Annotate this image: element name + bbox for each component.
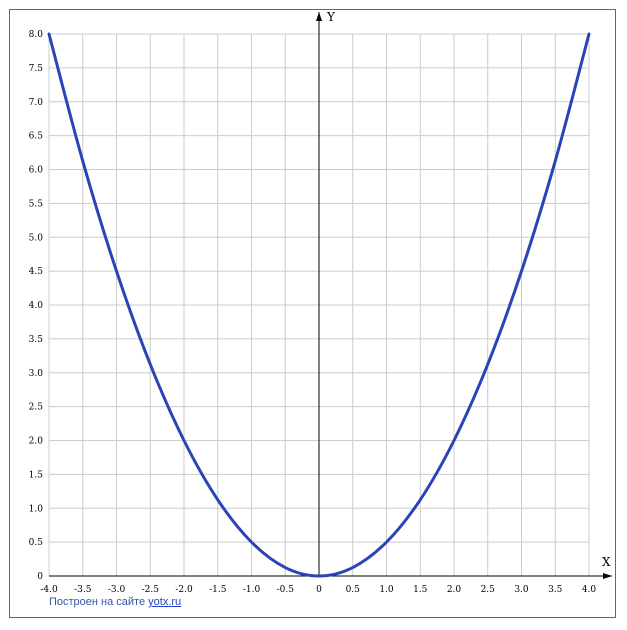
x-tick-label: -1.0	[243, 585, 261, 595]
x-tick-label: 1.0	[379, 585, 394, 595]
x-tick-label: 3.5	[548, 585, 563, 595]
x-tick-label: 2.0	[447, 585, 462, 595]
x-tick-label: 3.0	[514, 585, 529, 595]
y-tick-label: 2.5	[29, 403, 44, 413]
y-tick-label: 0.5	[29, 538, 44, 548]
x-tick-label: -4.0	[40, 585, 58, 595]
y-tick-label: 4.0	[29, 301, 44, 311]
y-axis-label: Y	[326, 10, 336, 24]
x-axis-arrow	[603, 573, 612, 579]
x-tick-label: -0.5	[277, 585, 295, 595]
x-tick-label: 4.0	[582, 585, 597, 595]
site-credit: Построен на сайте yotx.ru	[49, 596, 181, 608]
y-tick-label: 3.5	[29, 335, 44, 345]
y-tick-label: 5.0	[29, 233, 44, 243]
y-tick-label: 0	[37, 572, 43, 582]
y-tick-label: 1.5	[29, 470, 44, 480]
y-tick-label: 6.5	[29, 132, 44, 142]
series	[47, 32, 591, 578]
axes: X Y	[49, 10, 612, 579]
x-tick-label: -1.5	[209, 585, 227, 595]
series-line	[47, 32, 591, 578]
y-tick-label: 8.0	[29, 30, 44, 40]
x-tick-label: -2.0	[175, 585, 193, 595]
x-tick-label: -3.5	[74, 585, 92, 595]
y-tick-label: 1.0	[29, 504, 44, 514]
x-axis-label: X	[602, 555, 611, 569]
credit-link[interactable]: yotx.ru	[148, 596, 182, 608]
x-tick-labels: -4.0 -3.5 -3.0 -2.5 -2.0 -1.5 -1.0 -0.5 0 0.5 1.0 1…	[40, 585, 596, 595]
x-tick-label: 0	[316, 585, 322, 595]
y-tick-label: 3.0	[29, 369, 44, 379]
chart-frame	[9, 9, 616, 618]
x-tick-label: -3.0	[108, 585, 126, 595]
x-tick-label: -2.5	[142, 585, 160, 595]
x-tick-label: 0.5	[346, 585, 361, 595]
x-tick-label: 2.5	[481, 585, 496, 595]
y-tick-label: 4.5	[29, 267, 44, 277]
credit-text: Построен на сайте	[49, 596, 149, 608]
x-tick-label: 1.5	[413, 585, 428, 595]
y-tick-label: 6.0	[29, 166, 44, 176]
y-tick-label: 7.0	[29, 98, 44, 108]
y-tick-label: 7.5	[29, 64, 44, 74]
y-tick-label: 2.0	[29, 437, 44, 447]
y-tick-labels: 0 0.5 1.0 1.5 2.0 2.5 3.0 3.5 4.0 4.5 5.0 5.5 6.0 6.5…	[29, 30, 44, 582]
y-tick-label: 5.5	[29, 199, 44, 209]
y-axis-arrow	[316, 12, 322, 21]
